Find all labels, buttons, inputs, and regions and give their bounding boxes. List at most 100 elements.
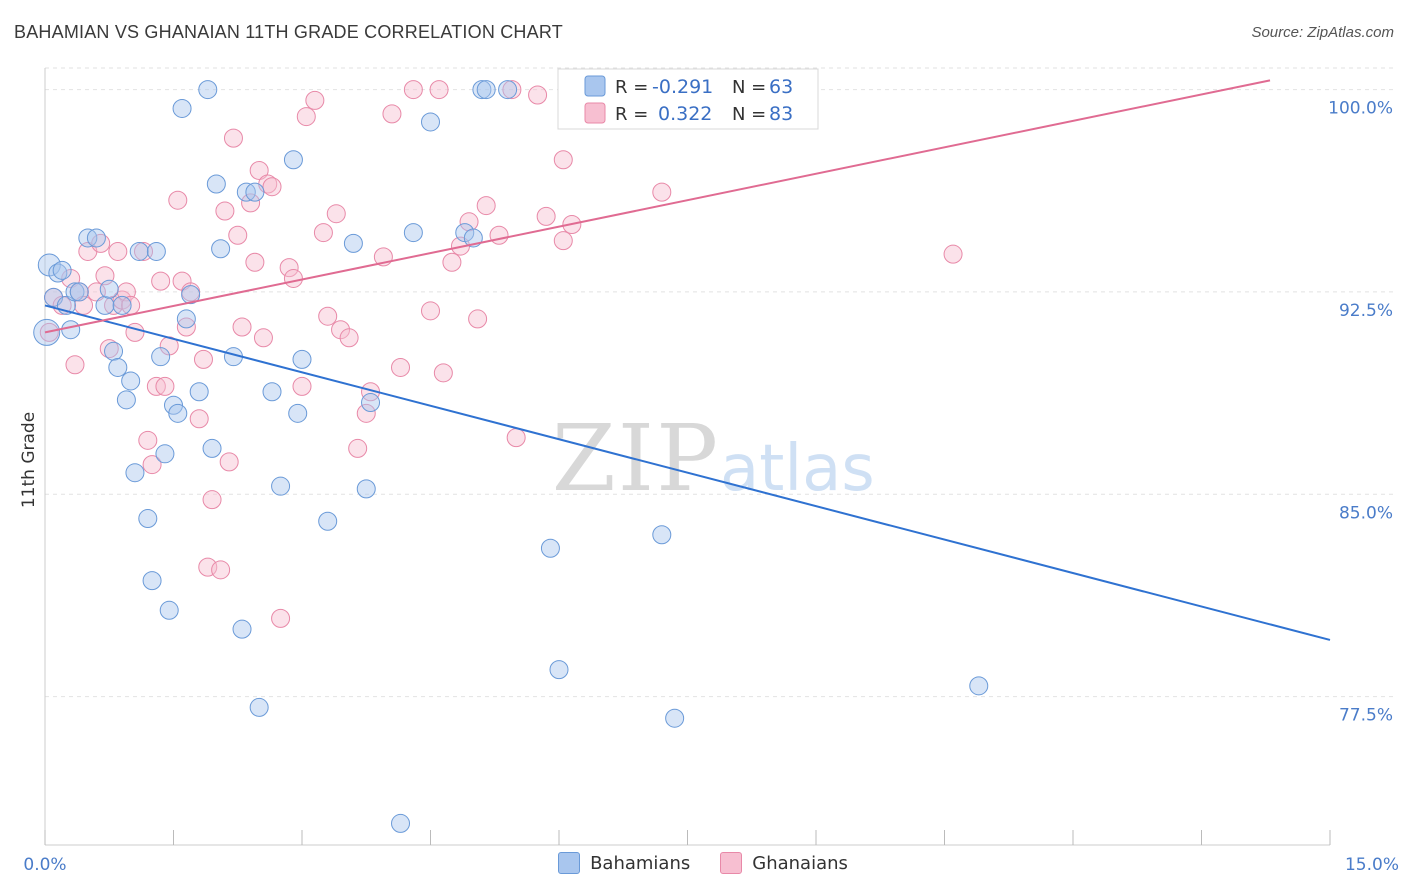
y-tick-label-1: 85.0% <box>1339 503 1393 523</box>
bahamians-point-55 <box>476 80 496 100</box>
bahamians-points <box>33 80 989 833</box>
ghanaians-point-17 <box>125 322 145 342</box>
y-axis-label: 11th Grade <box>19 412 39 508</box>
ghanaians-point-72 <box>502 80 522 100</box>
stats-legend: R = -0.291 N = 63 R = 0.322 N = 83 <box>557 68 819 130</box>
ghanaians-point-36 <box>223 128 243 148</box>
bahamians-point-46 <box>343 233 363 253</box>
bahamians-point-6 <box>65 282 85 302</box>
bahamians-point-31 <box>198 80 218 100</box>
ghanaians-point-76 <box>553 231 573 251</box>
ghanaians-point-65 <box>433 363 453 383</box>
ghanaians-point-60 <box>382 104 402 124</box>
ghanaians-point-39 <box>241 193 261 213</box>
ghanaians-point-30 <box>193 349 213 369</box>
ghanaians-point-42 <box>253 328 273 348</box>
ghanaians-point-66 <box>442 252 462 272</box>
bahamians-point-11 <box>99 279 119 299</box>
bahamians-point-24 <box>159 600 179 620</box>
ghanaians-point-80 <box>652 182 672 202</box>
bahamians-point-44 <box>292 349 312 369</box>
stats-legend-r-label-blue: R = <box>615 77 648 98</box>
legend-swatch-bahamians <box>558 852 581 874</box>
bahamians-point-33 <box>206 174 226 194</box>
legend-item-ghanaians[interactable]: Ghanaians <box>720 852 848 874</box>
y-tick-label-0: 77.5% <box>1339 706 1393 726</box>
bahamians-point-20 <box>142 571 162 591</box>
bahamians-point-43 <box>288 403 308 423</box>
ghanaians-point-33 <box>211 560 231 580</box>
watermark-atlas: atlas <box>720 432 875 506</box>
bahamians-point-32 <box>202 438 222 458</box>
ghanaians-point-52 <box>318 306 338 326</box>
bahamians-point-49 <box>391 813 411 833</box>
legend-label-ghanaians: Ghanaians <box>752 852 848 874</box>
ghanaians-point-74 <box>528 85 548 105</box>
axes <box>44 68 1331 846</box>
bahamians-point-12 <box>104 341 124 361</box>
bahamians-point-3 <box>52 260 72 280</box>
ghanaians-point-20 <box>142 455 162 475</box>
ghanaians-point-64 <box>429 80 449 100</box>
legend-swatch-ghanaians <box>720 852 743 874</box>
ghanaians-points <box>39 80 963 628</box>
chart-title: BAHAMIAN VS GHANAIAN 11TH GRADE CORRELAT… <box>14 22 563 42</box>
stats-legend-n-value-pink: 83 <box>769 103 793 125</box>
ghanaians-point-25 <box>168 190 188 210</box>
ghanaians-point-61 <box>391 357 411 377</box>
ghanaians-point-4 <box>65 355 85 375</box>
legend-label-bahamians: Bahamians <box>590 852 691 874</box>
bahamians-point-16 <box>121 371 141 391</box>
bahamians-point-26 <box>168 403 188 423</box>
ghanaians-point-51 <box>313 223 333 243</box>
y-tick-label-2: 92.5% <box>1339 301 1393 321</box>
ghanaians-point-37 <box>228 225 248 245</box>
ghanaians-point-44 <box>262 177 282 197</box>
bahamians-point-28 <box>176 309 196 329</box>
ghanaians-point-56 <box>348 438 368 458</box>
ghanaians-point-55 <box>339 328 359 348</box>
ghanaians-point-19 <box>138 430 158 450</box>
x-tick-label-0: 0.0% <box>23 855 66 875</box>
stats-legend-swatch-pink <box>584 102 606 124</box>
bahamians-point-13 <box>108 357 128 377</box>
tick-labels: 77.5% 85.0% 92.5% 100.0% 0.0% 15.0% <box>23 99 1399 875</box>
ghanaians-point-57 <box>356 403 376 423</box>
bahamians-point-34 <box>211 239 231 259</box>
ghanaians-point-78 <box>553 150 573 170</box>
ghanaians-point-40 <box>245 252 265 272</box>
ghanaians-point-34 <box>215 201 235 221</box>
bahamians-point-39 <box>249 697 269 717</box>
bahamians-point-9 <box>86 228 106 248</box>
ghanaians-point-29 <box>189 409 209 429</box>
y-tick-label-3: 100.0% <box>1328 99 1393 119</box>
bahamians-point-27 <box>172 98 192 118</box>
bahamians-point-38 <box>245 182 265 202</box>
bahamians-point-54 <box>472 80 492 100</box>
ghanaians-point-69 <box>468 309 488 329</box>
stats-legend-n-label-blue: N = <box>732 77 766 98</box>
bahamians-point-22 <box>151 347 171 367</box>
ghanaians-point-50 <box>305 90 325 110</box>
bahamians-point-50 <box>403 223 423 243</box>
stats-legend-swatch-blue <box>584 75 606 97</box>
stats-legend-r-value-pink: 0.322 <box>658 103 712 125</box>
ghanaians-point-62 <box>403 80 423 100</box>
ghanaians-point-32 <box>202 490 222 510</box>
bahamians-point-17 <box>125 463 145 483</box>
bahamians-point-19 <box>138 509 158 529</box>
source-label: Source: ZipAtlas.com <box>1251 24 1394 41</box>
bahamians-point-7 <box>69 282 89 302</box>
bahamians-point-61 <box>665 708 685 728</box>
ghanaians-point-46 <box>279 258 299 278</box>
bahamians-point-21 <box>146 241 166 261</box>
ghanaians-point-75 <box>536 206 556 226</box>
ghanaians-point-41 <box>249 161 269 181</box>
stats-legend-r-label-pink: R = <box>615 104 648 125</box>
ghanaians-point-53 <box>326 204 346 224</box>
bahamians-point-48 <box>361 393 381 413</box>
ghanaians-point-48 <box>292 376 312 396</box>
stats-legend-n-label-pink: N = <box>732 104 766 125</box>
bahamians-point-58 <box>549 660 569 680</box>
legend-item-bahamians[interactable]: Bahamians <box>558 852 690 874</box>
